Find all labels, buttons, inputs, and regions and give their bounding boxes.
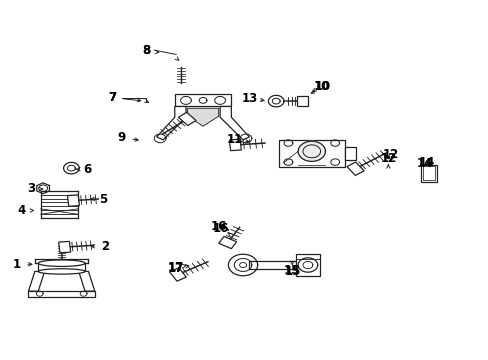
Polygon shape (67, 195, 79, 206)
Polygon shape (297, 96, 307, 107)
Polygon shape (79, 271, 95, 291)
Polygon shape (218, 237, 236, 249)
Text: 5: 5 (99, 193, 107, 206)
Text: 16: 16 (210, 220, 227, 233)
Polygon shape (37, 183, 49, 194)
Text: 6: 6 (83, 163, 91, 176)
Polygon shape (346, 162, 364, 175)
Polygon shape (63, 162, 79, 174)
Bar (420, 165, 436, 182)
Polygon shape (344, 147, 355, 159)
Ellipse shape (38, 269, 85, 274)
Text: 3: 3 (27, 183, 35, 195)
Text: 9: 9 (117, 131, 125, 144)
Polygon shape (28, 291, 95, 297)
Text: 1: 1 (12, 258, 20, 271)
Polygon shape (178, 112, 196, 126)
Text: 7: 7 (107, 91, 116, 104)
Polygon shape (229, 139, 241, 151)
Text: 15: 15 (284, 264, 300, 277)
Polygon shape (220, 107, 249, 140)
Polygon shape (157, 107, 185, 140)
Text: 7: 7 (107, 91, 116, 104)
Bar (422, 166, 434, 180)
Polygon shape (38, 263, 85, 271)
Text: 17: 17 (168, 262, 184, 275)
Text: 14: 14 (416, 157, 432, 170)
Text: 13: 13 (241, 92, 257, 105)
Polygon shape (59, 242, 71, 253)
Text: 11: 11 (226, 133, 243, 146)
Text: 4: 4 (17, 204, 25, 217)
Bar (278, 140, 344, 167)
Polygon shape (169, 268, 186, 281)
Text: 17: 17 (168, 261, 184, 274)
Text: 8: 8 (142, 44, 150, 57)
Text: 10: 10 (314, 80, 330, 93)
Polygon shape (174, 94, 231, 107)
Text: 10: 10 (313, 80, 329, 93)
Polygon shape (298, 141, 325, 161)
Text: 16: 16 (212, 222, 229, 235)
Text: 8: 8 (142, 44, 150, 57)
Text: 14: 14 (417, 156, 434, 169)
Text: 12: 12 (382, 148, 398, 161)
Ellipse shape (38, 260, 85, 266)
Text: 2: 2 (102, 240, 109, 253)
Polygon shape (268, 95, 284, 107)
Text: 15: 15 (285, 265, 301, 278)
Polygon shape (28, 271, 44, 291)
Polygon shape (295, 254, 320, 276)
Polygon shape (249, 261, 295, 269)
Text: 12: 12 (380, 152, 396, 165)
Polygon shape (228, 254, 257, 276)
Polygon shape (187, 108, 218, 126)
